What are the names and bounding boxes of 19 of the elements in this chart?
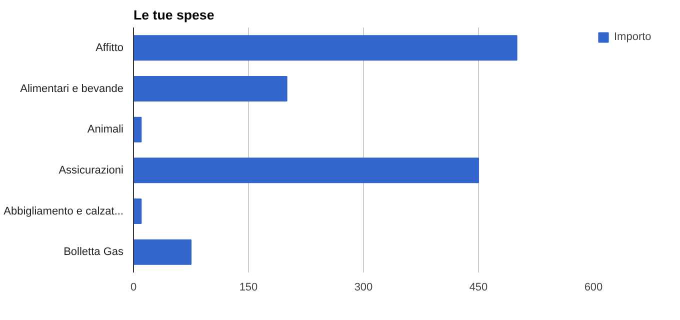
legend-label: Importo	[614, 31, 652, 43]
x-tick-label: 0	[130, 282, 137, 294]
x-tick-label: 600	[584, 282, 603, 294]
x-tick-label: 150	[239, 282, 258, 294]
bar	[134, 76, 288, 102]
bar	[134, 198, 142, 224]
bar	[134, 158, 479, 184]
bar	[134, 116, 142, 142]
y-tick-label: Alimentari e bevande	[20, 82, 124, 95]
y-tick-label: Bolletta Gas	[64, 246, 124, 258]
x-tick-label: 300	[354, 282, 373, 294]
chart-title: Le tue spese	[134, 8, 214, 22]
y-tick-label: Assicurazioni	[58, 164, 124, 176]
bar	[134, 35, 518, 61]
bar	[134, 239, 192, 265]
y-tick-label: Abbigliamento e calzat...	[4, 205, 124, 218]
x-tick-label: 450	[469, 282, 488, 294]
y-tick-label: Animali	[87, 124, 124, 136]
y-tick-label: Affitto	[96, 42, 124, 54]
